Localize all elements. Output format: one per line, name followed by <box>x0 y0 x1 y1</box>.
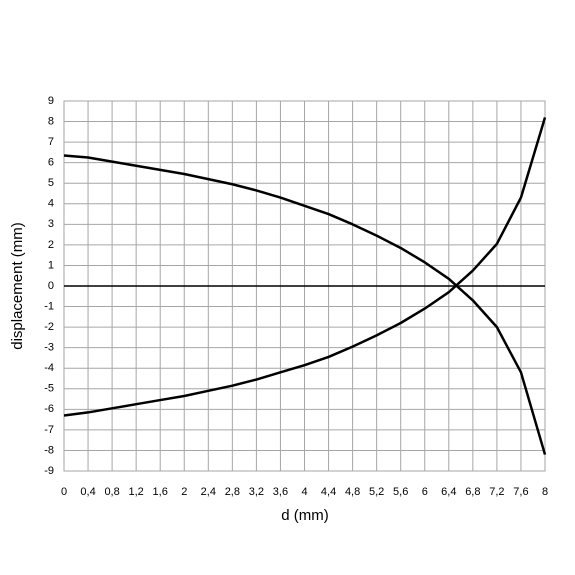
x-tick-label: 1,6 <box>153 486 168 498</box>
x-tick-label: 0 <box>61 486 67 498</box>
y-tick-label: 0 <box>48 280 54 292</box>
x-tick-label: 0,8 <box>104 486 119 498</box>
y-axis-label: displacement (mm) <box>9 222 26 350</box>
y-tick-label: -5 <box>44 383 54 395</box>
x-axis-label: d (mm) <box>281 507 329 524</box>
x-tick-label: 5,6 <box>393 486 408 498</box>
x-tick-label: 0,4 <box>80 486 95 498</box>
x-tick-label: 1,2 <box>129 486 144 498</box>
x-tick-label: 4 <box>301 486 307 498</box>
y-tick-label: 7 <box>48 136 54 148</box>
y-tick-label: 8 <box>48 115 54 127</box>
x-tick-label: 2 <box>181 486 187 498</box>
x-tick-label: 2,4 <box>201 486 216 498</box>
y-tick-label: -4 <box>44 362 54 374</box>
x-tick-label: 2,8 <box>225 486 240 498</box>
data-line <box>63 117 547 417</box>
y-tick-label: 1 <box>48 259 54 271</box>
y-tick-label: 2 <box>48 239 54 251</box>
y-tick-label: -8 <box>44 444 54 456</box>
y-tick-label: 5 <box>48 177 54 189</box>
y-tick-label: 6 <box>48 157 54 169</box>
y-tick-label: -6 <box>44 403 54 415</box>
y-tick-label: 9 <box>48 95 54 107</box>
x-tick-label: 6 <box>422 486 428 498</box>
x-tick-label: 4,4 <box>321 486 336 498</box>
x-tick-label: 7,6 <box>513 486 528 498</box>
y-tick-label: -7 <box>44 424 54 436</box>
y-tick-label: -3 <box>44 342 54 354</box>
x-tick-label: 5,2 <box>369 486 384 498</box>
y-tick-label: -1 <box>44 300 54 312</box>
x-tick-label: 8 <box>542 486 548 498</box>
x-tick-label: 6,8 <box>465 486 480 498</box>
y-tick-label: -9 <box>44 465 54 477</box>
data-line <box>63 154 547 455</box>
x-tick-label: 4,8 <box>345 486 360 498</box>
x-tick-label: 6,4 <box>441 486 456 498</box>
x-tick-label: 3,2 <box>249 486 264 498</box>
y-tick-label: 3 <box>48 218 54 230</box>
x-tick-label: 3,6 <box>273 486 288 498</box>
y-tick-label: -2 <box>44 321 54 333</box>
x-tick-label: 7,2 <box>489 486 504 498</box>
y-tick-label: 4 <box>48 198 54 210</box>
